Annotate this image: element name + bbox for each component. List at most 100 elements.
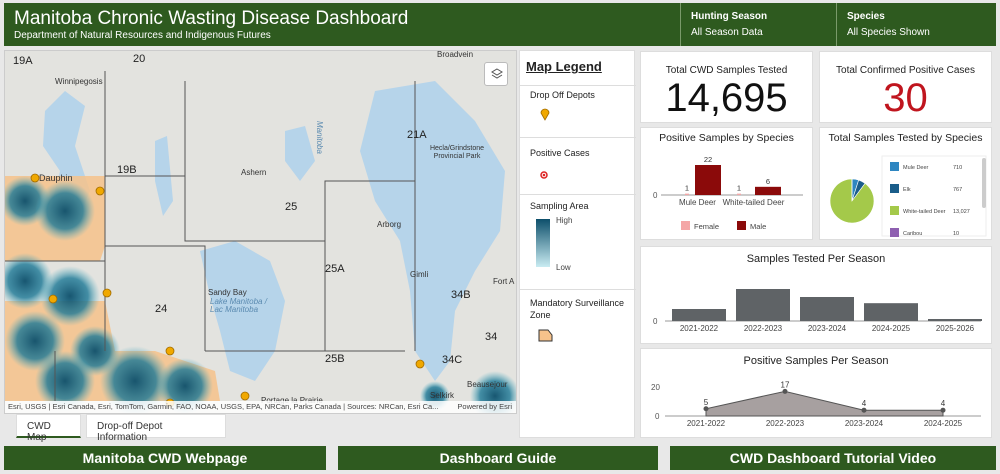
bar	[755, 186, 781, 195]
chart-title: Total Samples Tested by Species	[828, 132, 983, 144]
data-label: 1	[737, 184, 741, 193]
surveillance-zone-swatch	[538, 329, 553, 342]
positive-per-season-chart: 20 0 5 2021-2022 17 2022-2023 4 2023-2024 4 2024-…	[651, 380, 981, 428]
cwd-webpage-button[interactable]: Manitoba CWD Webpage	[4, 446, 326, 470]
dashboard-guide-button[interactable]: Dashboard Guide	[338, 446, 658, 470]
x-tick-label: 2023-2024	[845, 419, 884, 428]
map-tabs: CWD Map Drop-off Depot Information	[4, 414, 517, 443]
legend-swatch	[890, 184, 899, 193]
positive-by-species-card: Positive Samples by Species 0 1 22 Mule Dee…	[640, 127, 813, 240]
data-point	[940, 407, 946, 413]
hunting-season-label: Hunting Season	[691, 11, 768, 22]
lake-small-1	[285, 126, 315, 181]
place-label: Arborg	[377, 220, 402, 229]
legend-label: Male	[750, 222, 766, 231]
region-label: 25	[285, 201, 298, 213]
hunting-season-value: All Season Data	[691, 27, 763, 38]
data-point	[861, 407, 867, 413]
x-tick-label: 2021-2022	[680, 324, 719, 333]
bar	[672, 309, 726, 321]
legend-swatch	[681, 221, 690, 230]
legend-surveillance-zone: Mandatory Surveillance Zone	[530, 298, 625, 320]
total-tested-value: 14,695	[665, 76, 788, 120]
legend-swatch	[890, 228, 899, 237]
data-label: 22	[704, 155, 712, 164]
tested-by-species-chart: Mule Deer 710 Elk 767 White-tailed Deer 13,02…	[829, 155, 987, 237]
x-tick-label: White-tailed Deer	[723, 198, 785, 207]
tutorial-video-button[interactable]: CWD Dashboard Tutorial Video	[670, 446, 996, 470]
depot-pin-icon	[540, 108, 550, 126]
tab-cwd-map[interactable]: CWD Map	[16, 414, 81, 443]
legend-label: Elk	[903, 187, 911, 193]
positive-per-season-card: Positive Samples Per Season 20 0 5 2021-202…	[640, 348, 992, 438]
total-positive-value: 30	[883, 76, 928, 120]
region-label: 34B	[451, 289, 471, 301]
x-tick-label: 2023-2024	[808, 324, 847, 333]
data-label: 5	[704, 398, 709, 407]
hunting-season-selector[interactable]: Hunting Season All Season Data	[680, 3, 836, 46]
y-tick-label: 0	[653, 317, 658, 326]
region-label: 25B	[325, 353, 345, 365]
place-label: Gimli	[410, 270, 429, 279]
powered-by-esri[interactable]: Powered by Esri	[457, 402, 512, 411]
lake-manitoba-side-label: Manitoba	[314, 121, 324, 154]
page-subtitle: Department of Natural Resources and Indi…	[14, 30, 271, 41]
attribution-text: Esri, USGS | Esri Canada, Esri, TomTom, …	[8, 402, 439, 411]
legend-swatch	[737, 221, 746, 230]
tab-drop-off-depot[interactable]: Drop-off Depot Information	[86, 414, 226, 443]
data-label: 4	[862, 399, 867, 408]
x-tick-label: 2022-2023	[744, 324, 783, 333]
legend-scrollbar	[982, 158, 986, 208]
x-tick-label: 2024-2025	[924, 419, 963, 428]
region-label: 34C	[442, 354, 463, 366]
data-label: 1	[685, 184, 689, 193]
region-label: 20	[133, 53, 146, 65]
data-point	[782, 388, 788, 394]
region-label: 19A	[13, 55, 33, 67]
gradient-high-label: High	[556, 216, 573, 225]
tested-by-species-card: Total Samples Tested by Species Mule Dee…	[819, 127, 992, 240]
species-selector[interactable]: Species All Species Shown	[836, 3, 996, 46]
data-label: 17	[781, 380, 790, 389]
positive-by-species-chart: 0 1 22 Mule Deer 1 6 White-tailed Deer Female Ma…	[653, 155, 803, 231]
sampling-gradient	[536, 219, 550, 267]
legend-label: Mule Deer	[903, 165, 929, 171]
bar	[695, 165, 721, 195]
place-label: Sandy Bay	[208, 288, 247, 297]
total-tested-label: Total CWD Samples Tested	[665, 65, 788, 76]
tested-per-season-card: Samples Tested Per Season 0 2021-2022 2022…	[640, 246, 992, 344]
park-label: Hecla/Grindstone Provincial Park	[429, 145, 485, 160]
y-tick-label: 0	[653, 191, 658, 200]
bar	[928, 319, 982, 321]
chart-title: Samples Tested Per Season	[746, 253, 886, 265]
bar	[685, 193, 689, 195]
total-tested-card: Total CWD Samples Tested 14,695	[640, 51, 813, 123]
legend-value: 13,027	[953, 209, 970, 215]
region-label: 21A	[407, 129, 427, 141]
chart-title: Positive Samples Per Season	[743, 355, 889, 367]
place-label: Beausejour	[467, 380, 508, 389]
x-tick-label: 2022-2023	[766, 419, 805, 428]
page-title: Manitoba Chronic Wasting Disease Dashboa…	[14, 8, 409, 29]
legend-label: Caribou	[903, 231, 922, 237]
positive-case-icon	[540, 166, 548, 184]
legend-swatch	[890, 162, 899, 171]
bar	[736, 289, 790, 321]
map-legend-panel: Map Legend Drop Off Depots Positive Case…	[519, 50, 636, 438]
area-series	[705, 390, 944, 417]
species-value: All Species Shown	[847, 27, 930, 38]
cwd-map[interactable]: 19A 20 21A 19B 25 25A 25B 24 34B 34C 34 …	[4, 50, 517, 414]
total-positive-card: Total Confirmed Positive Cases 30	[819, 51, 992, 123]
chart-title: Positive Samples by Species	[659, 132, 794, 144]
legend-drop-off-depots: Drop Off Depots	[530, 90, 595, 100]
total-positive-label: Total Confirmed Positive Cases	[836, 65, 975, 76]
data-point	[703, 406, 709, 412]
lake-winnipeg	[360, 81, 505, 381]
x-tick-label: 2021-2022	[687, 419, 726, 428]
legend-swatch	[890, 206, 899, 215]
layers-button[interactable]	[484, 62, 508, 86]
x-tick-label: Mule Deer	[679, 198, 716, 207]
region-label: 34	[485, 331, 498, 343]
place-label: Dauphin	[39, 173, 73, 183]
dashboard-header: Manitoba Chronic Wasting Disease Dashboa…	[4, 3, 996, 46]
